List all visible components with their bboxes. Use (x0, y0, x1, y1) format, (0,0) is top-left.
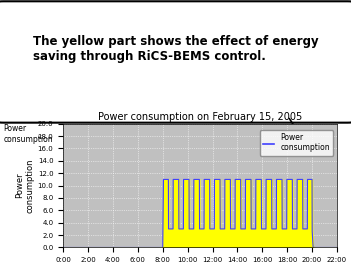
Text: Power
consumption: Power consumption (4, 124, 53, 144)
Legend: Power
consumption: Power consumption (260, 130, 333, 155)
Text: The yellow part shows the effect of energy
saving through RiCS-BEMS control.: The yellow part shows the effect of ener… (33, 35, 318, 63)
FancyBboxPatch shape (0, 1, 351, 123)
Y-axis label: Power
consumption: Power consumption (15, 158, 35, 213)
Title: Power consumption on February 15, 2005: Power consumption on February 15, 2005 (98, 112, 302, 122)
